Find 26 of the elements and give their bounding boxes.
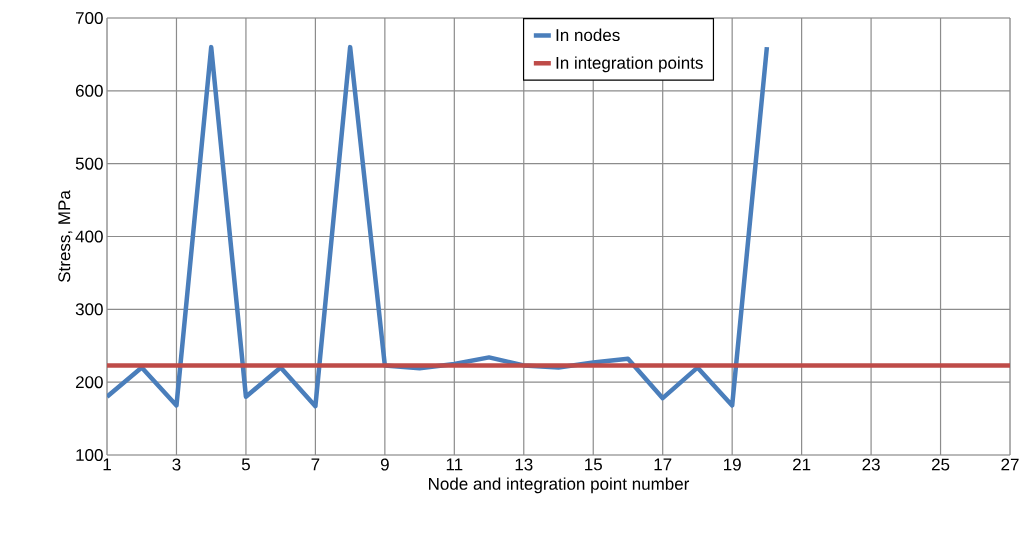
y-tick-label: 500 bbox=[75, 157, 103, 170]
x-tick-label: 9 bbox=[380, 458, 389, 471]
x-tick-label: 7 bbox=[311, 458, 320, 471]
y-tick-label: 400 bbox=[75, 230, 103, 243]
x-axis-title: Node and integration point number bbox=[429, 477, 690, 494]
y-axis-title: Stress, MPa bbox=[58, 190, 73, 283]
x-tick-label: 13 bbox=[515, 458, 533, 471]
x-tick-label: 19 bbox=[724, 458, 741, 471]
y-tick-label: 600 bbox=[75, 84, 103, 97]
y-tick-label: 100 bbox=[76, 448, 103, 462]
x-tick-label: 11 bbox=[446, 458, 463, 471]
x-tick-label: 5 bbox=[241, 458, 250, 471]
y-tick-label: 200 bbox=[75, 376, 103, 389]
x-tick-label: 3 bbox=[172, 458, 181, 471]
x-tick-label: 15 bbox=[585, 458, 602, 471]
x-tick-label: 25 bbox=[931, 458, 950, 471]
y-tick-label: 700 bbox=[76, 11, 103, 25]
x-tick-label: 17 bbox=[654, 458, 672, 471]
x-tick-label: 21 bbox=[793, 458, 811, 471]
x-tick-label: 1 bbox=[103, 458, 111, 471]
x-tick-label: 27 bbox=[1001, 458, 1019, 471]
legend-label: In integration points bbox=[556, 56, 703, 73]
legend-label: In nodes bbox=[556, 28, 620, 42]
line-series bbox=[107, 44, 770, 409]
y-tick-label: 300 bbox=[75, 303, 103, 316]
x-tick-label: 23 bbox=[862, 458, 880, 471]
